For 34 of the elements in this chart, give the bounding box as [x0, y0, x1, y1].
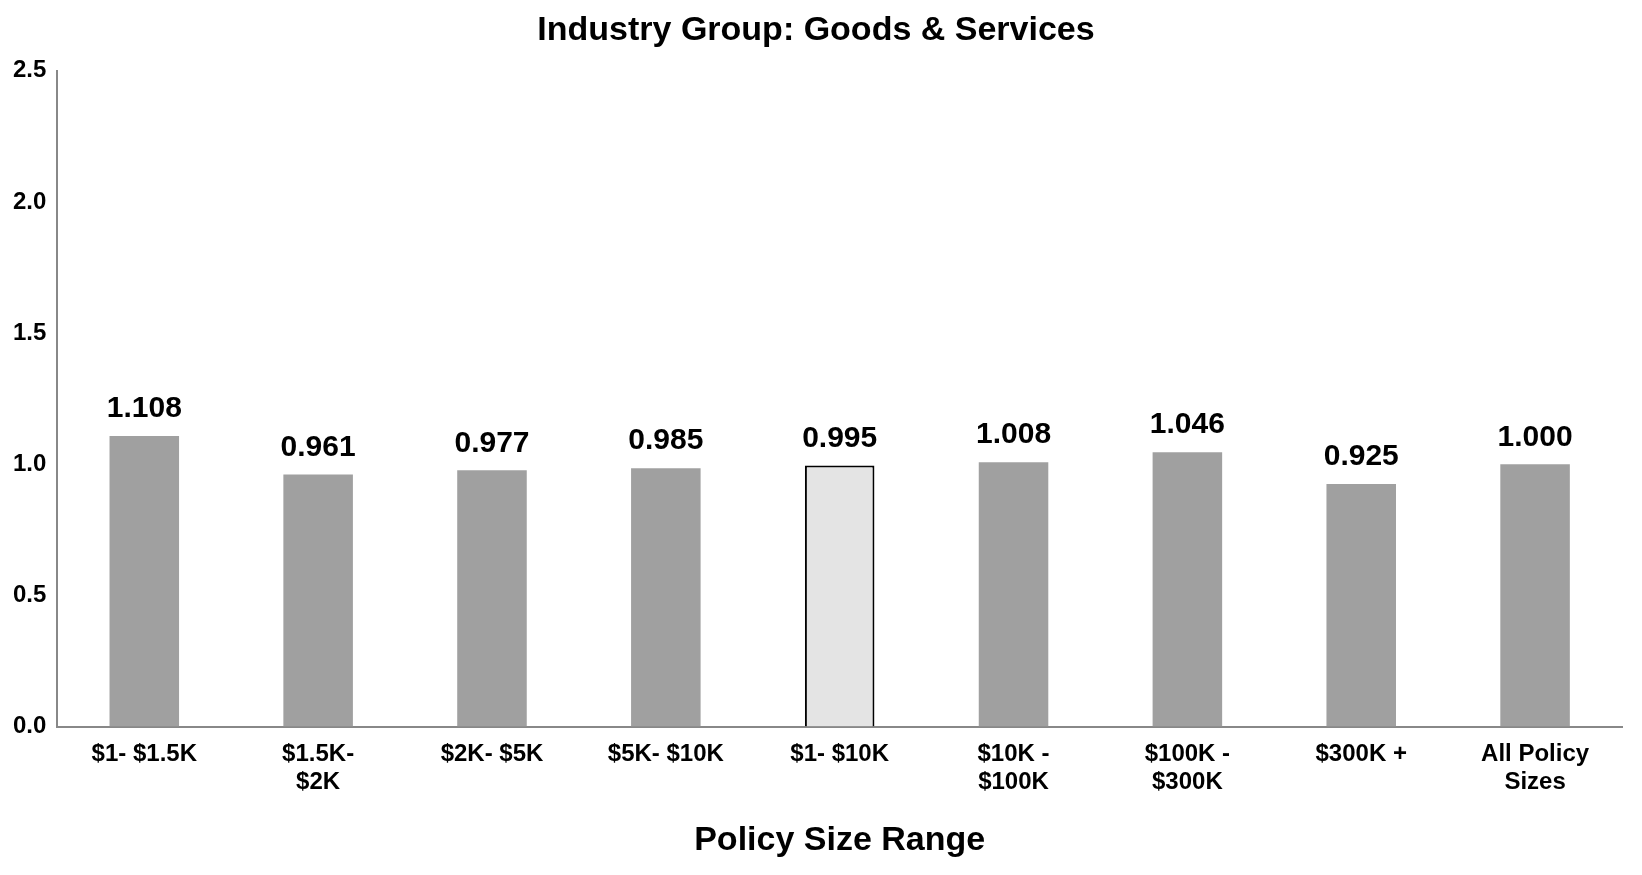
bar [978, 462, 1049, 727]
y-tick-label: 1.0 [12, 448, 47, 476]
bar [457, 470, 527, 727]
x-tick-label: $1.5K- $2K [282, 738, 355, 795]
data-label: 0.985 [628, 422, 704, 456]
x-tick-label: $300K + [1315, 738, 1407, 766]
data-label: 1.000 [1497, 418, 1573, 452]
bar [1152, 452, 1223, 727]
y-tick-label: 2.5 [12, 55, 47, 83]
x-tick-label: $10K - $100K [977, 738, 1050, 795]
y-tick-label: 0.0 [12, 711, 47, 739]
data-label: 0.977 [454, 424, 530, 458]
y-tick-label: 2.0 [12, 186, 47, 214]
data-label: 1.008 [975, 416, 1052, 450]
bar [1326, 483, 1396, 727]
x-tick-label: $1- $1.5K [91, 738, 198, 766]
bar [283, 474, 353, 727]
bar [631, 468, 701, 727]
x-tick-label: All Policy Sizes [1481, 738, 1590, 795]
x-tick-label: $2K- $5K [440, 738, 545, 766]
data-label: 1.108 [106, 390, 182, 424]
bar [109, 435, 180, 727]
chart-title: Industry Group: Goods & Services [537, 8, 1095, 47]
y-tick-label: 1.5 [12, 317, 47, 345]
bar [1500, 464, 1570, 727]
x-tick-label: $1- $10K [790, 738, 890, 766]
data-label: 0.925 [1323, 438, 1399, 472]
data-label: 0.995 [802, 419, 878, 453]
data-label: 1.046 [1149, 406, 1225, 440]
x-tick-label: $100K - $300K [1144, 738, 1231, 795]
x-axis-title: Policy Size Range [694, 818, 986, 857]
y-tick-label: 0.5 [12, 580, 47, 608]
data-label: 0.961 [280, 428, 356, 462]
x-tick-label: $5K- $10K [607, 738, 725, 766]
